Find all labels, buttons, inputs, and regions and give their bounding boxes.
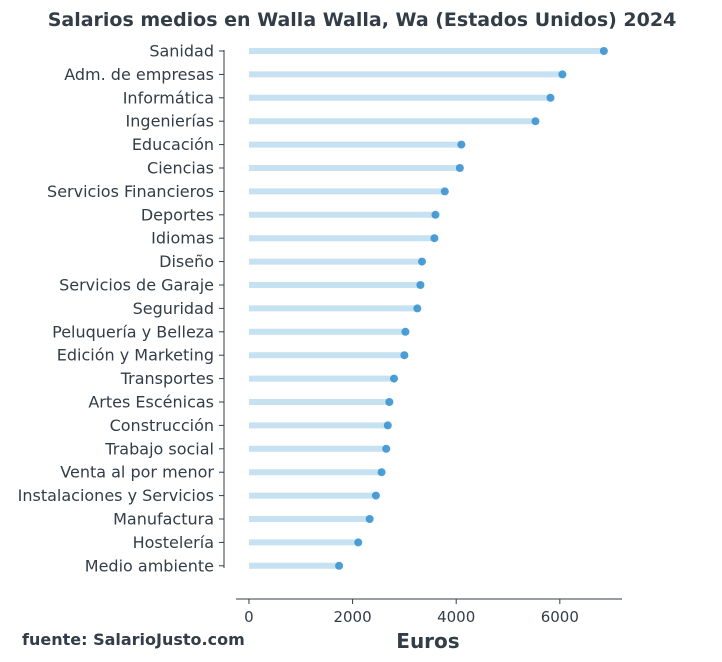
- category-labels: Sanidad Adm. de empresas Informática Ingeni…: [18, 42, 224, 575]
- data-point: [558, 70, 567, 79]
- data-point: [371, 491, 380, 500]
- data-point: [418, 257, 427, 266]
- data-point: [383, 421, 392, 430]
- category-label: Ingenierías: [126, 112, 214, 131]
- data-point: [599, 47, 608, 55]
- data-point: [416, 281, 425, 289]
- category-label: Medio ambiente: [85, 556, 214, 575]
- data-point: [335, 561, 344, 570]
- category-label: Transportes: [120, 369, 214, 388]
- data-point: [382, 444, 391, 453]
- category-label: Construcción: [110, 416, 214, 435]
- category-label: Venta al por menor: [60, 463, 214, 482]
- chart-title: Salarios medios en Walla Walla, Wa (Esta…: [48, 9, 677, 31]
- data-point: [440, 187, 449, 196]
- data-point: [531, 117, 540, 126]
- data-point: [457, 140, 466, 149]
- data-point: [390, 374, 399, 383]
- x-axis-label: Euros: [396, 629, 459, 653]
- category-label: Peluquería y Belleza: [52, 322, 214, 341]
- source-credit: fuente: SalarioJusto.com: [22, 630, 245, 649]
- x-tick-label: 2000: [333, 608, 371, 626]
- category-label: Hostelería: [133, 533, 214, 552]
- category-label: Edición y Marketing: [57, 346, 214, 365]
- data-point: [431, 210, 440, 219]
- data-point: [430, 234, 439, 243]
- category-label: Servicios de Garaje: [59, 276, 214, 295]
- category-label: Idiomas: [151, 229, 214, 248]
- data-point: [401, 327, 410, 336]
- data-point: [377, 468, 386, 477]
- category-label: Trabajo social: [104, 439, 214, 458]
- category-label: Informática: [123, 88, 214, 107]
- category-label: Educación: [132, 135, 214, 154]
- category-label: Instalaciones y Servicios: [18, 486, 214, 505]
- category-label: Manufactura: [113, 510, 214, 529]
- data-point: [385, 398, 394, 406]
- category-label: Ciencias: [147, 159, 214, 178]
- dots-layer: [335, 47, 608, 570]
- x-tick-label: 6000: [541, 608, 579, 626]
- x-axis-ticks: 0 2000 4000 6000: [244, 599, 579, 626]
- x-tick-label: 0: [244, 608, 254, 626]
- category-label: Adm. de empresas: [64, 65, 214, 84]
- category-label: Servicios Financieros: [47, 182, 214, 201]
- category-label: Artes Escénicas: [88, 393, 214, 412]
- data-point: [400, 351, 409, 360]
- category-label: Deportes: [141, 205, 214, 224]
- category-label: Seguridad: [133, 299, 214, 318]
- data-point: [354, 538, 363, 547]
- data-point: [365, 515, 374, 523]
- category-label: Sanidad: [149, 42, 214, 61]
- data-point: [546, 93, 555, 102]
- category-label: Diseño: [159, 252, 214, 271]
- data-point: [455, 164, 464, 172]
- x-tick-label: 4000: [437, 608, 475, 626]
- data-point: [413, 304, 422, 313]
- stems-layer: [248, 48, 604, 569]
